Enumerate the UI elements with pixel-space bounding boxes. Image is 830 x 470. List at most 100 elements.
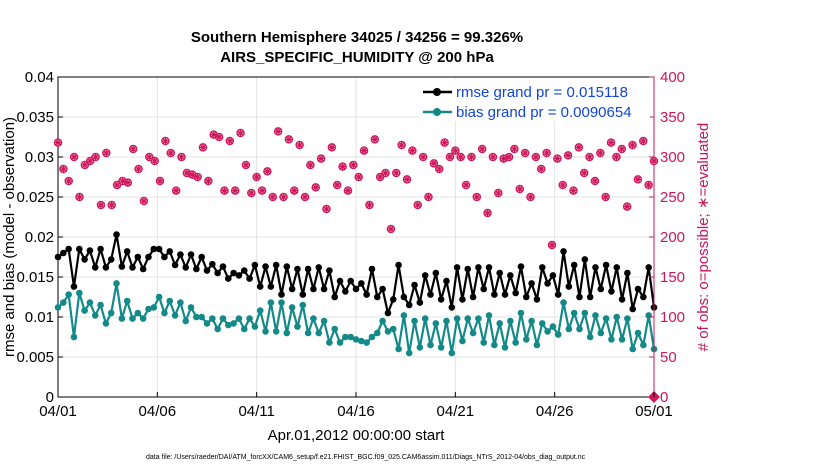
bias-point	[283, 329, 291, 337]
bias-point	[102, 320, 110, 327]
rmse-point	[624, 269, 631, 277]
obs-evaluated-marker	[494, 189, 503, 197]
bias-point	[187, 304, 195, 311]
obs-evaluated-marker	[489, 153, 497, 161]
bias-point	[570, 309, 578, 317]
rmse-point	[60, 249, 67, 257]
series-layer	[54, 231, 658, 357]
obs-evaluated-marker	[526, 193, 535, 201]
bias-point	[113, 280, 120, 287]
bias-point	[171, 312, 179, 319]
bias-point	[480, 339, 488, 346]
rmse-point	[267, 283, 275, 290]
bias-point	[517, 309, 525, 317]
y-left-tick-label: 0.02	[25, 229, 54, 246]
rmse-point	[544, 280, 551, 287]
bias-point	[326, 339, 333, 346]
rmse-point	[219, 263, 227, 270]
rmse-point	[507, 272, 514, 279]
rmse-point	[528, 280, 535, 287]
obs-evaluated-marker	[145, 153, 154, 161]
bias-point	[347, 333, 354, 341]
obs-evaluated-marker	[634, 175, 642, 184]
obs-evaluated-marker	[199, 143, 207, 152]
rmse-point	[389, 296, 397, 303]
obs-evaluated-marker	[226, 137, 234, 145]
obs-evaluated-marker	[569, 186, 578, 195]
y-right-tick-label: 100	[660, 309, 685, 326]
legend-box	[420, 79, 650, 121]
rmse-point	[570, 261, 578, 269]
bias-point	[379, 317, 386, 325]
rmse-point	[613, 264, 621, 271]
y-right-tick-label: 50	[660, 349, 677, 366]
obs-evaluated-marker	[553, 154, 562, 163]
obs-evaluated-marker	[612, 153, 621, 161]
rmse-point	[459, 296, 466, 303]
rmse-point	[246, 275, 253, 282]
bias-point	[352, 336, 360, 343]
bias-point	[549, 323, 557, 330]
obs-evaluated-marker	[349, 161, 358, 169]
rmse-point	[342, 288, 349, 295]
rmse-point	[554, 291, 562, 298]
obs-evaluated-marker	[129, 145, 137, 153]
obs-evaluated-marker	[81, 161, 89, 169]
rmse-point	[91, 264, 99, 271]
obs-evaluated-marker	[360, 146, 368, 155]
rmse-point	[496, 269, 503, 277]
obs-evaluated-marker	[564, 151, 572, 160]
obs-evaluated-marker	[365, 201, 374, 209]
obs-evaluated-marker	[623, 202, 631, 211]
rmse-point	[443, 277, 450, 285]
obs-evaluated-marker	[462, 181, 470, 189]
rmse-point	[608, 288, 615, 295]
obs-evaluated-marker	[376, 173, 384, 181]
rmse-point	[352, 285, 360, 293]
obs-evaluated-marker	[639, 137, 648, 145]
rmse-point	[336, 277, 344, 285]
rmse-point	[193, 265, 200, 273]
obs-evaluated-marker	[580, 169, 588, 177]
bias-point	[123, 297, 131, 305]
bias-point	[203, 320, 211, 327]
rmse-point	[538, 264, 546, 271]
bias-point	[528, 317, 535, 325]
obs-evaluated-marker	[285, 135, 293, 144]
bias-point	[485, 312, 493, 319]
rmse-point	[469, 293, 477, 301]
rmse-point	[166, 248, 174, 255]
obs-evaluated-marker	[75, 193, 84, 201]
bias-point	[177, 299, 184, 306]
bias-point	[496, 320, 503, 327]
obs-evaluated-marker	[338, 162, 347, 171]
rmse-point	[177, 251, 184, 258]
obs-evaluated-marker	[585, 153, 594, 161]
bias-point	[155, 293, 163, 301]
obs-evaluated-marker	[242, 161, 250, 169]
grid	[58, 77, 654, 397]
rmse-point	[437, 296, 445, 303]
bias-point	[320, 317, 328, 325]
rmse-point	[421, 272, 429, 279]
bias-point	[443, 317, 450, 325]
bias-point	[368, 333, 376, 341]
bias-point	[134, 309, 142, 317]
rmse-point	[581, 256, 589, 263]
rmse-point	[299, 291, 307, 298]
obs-count-layer	[53, 127, 660, 403]
rmse-point	[145, 253, 152, 261]
rmse-point	[522, 293, 530, 301]
bias-point	[331, 325, 339, 333]
obs-evaluated-marker	[381, 169, 390, 177]
bias-point	[230, 320, 237, 327]
rmse-point	[214, 269, 221, 277]
obs-evaluated-marker	[596, 149, 605, 157]
obs-evaluated-marker	[591, 177, 599, 185]
rmse-point	[326, 267, 333, 274]
rmse-point	[118, 263, 126, 270]
y-right-tick-label: 300	[660, 149, 685, 166]
bias-point	[161, 309, 168, 317]
bias-point	[507, 317, 514, 325]
obs-evaluated-marker	[617, 145, 626, 153]
